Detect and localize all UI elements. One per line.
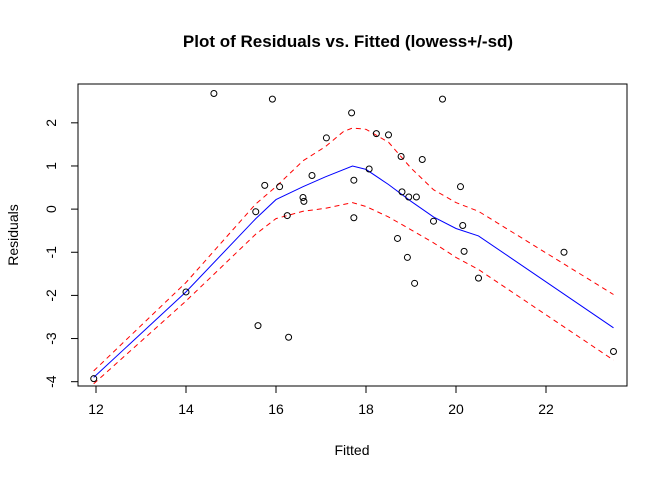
x-tick-label: 18 — [358, 401, 374, 417]
residual-point — [308, 171, 316, 179]
x-tick-label: 12 — [88, 401, 104, 417]
residual-point — [405, 193, 413, 201]
residual-point — [254, 322, 262, 330]
residual-point — [457, 183, 464, 191]
x-tick-label: 20 — [448, 401, 464, 417]
y-axis-label: Residuals — [5, 204, 21, 265]
x-tick-label: 16 — [268, 401, 284, 417]
residual-point — [411, 279, 419, 287]
residual-point — [300, 197, 308, 205]
residual-point — [475, 274, 482, 282]
residual-point — [365, 165, 373, 173]
y-tick-label: -2 — [43, 289, 59, 302]
residual-point — [439, 95, 446, 103]
plot-frame — [77, 83, 628, 387]
residual-point — [268, 95, 276, 103]
y-tick-label: -4 — [43, 375, 59, 388]
lower-sd-band-line — [93, 202, 614, 385]
residual-point — [210, 89, 218, 97]
y-tick-label: -1 — [43, 246, 59, 259]
series-layer — [90, 89, 617, 385]
residual-point — [372, 130, 380, 138]
y-axis: -4 -3 -2 -1 0 1 2 — [43, 119, 79, 388]
y-tick-label: -3 — [43, 332, 59, 345]
residual-point — [418, 156, 426, 163]
residual-point — [90, 375, 98, 383]
residual-point — [398, 188, 406, 196]
residual-point — [560, 248, 568, 256]
residual-point — [350, 176, 358, 184]
residual-point — [459, 222, 467, 230]
residual-point — [261, 181, 269, 189]
residual-point — [283, 212, 291, 220]
residual-point — [460, 247, 468, 255]
y-tick-label: 0 — [43, 205, 59, 213]
residual-point — [348, 109, 356, 117]
residual-point — [397, 152, 405, 160]
lowess-line — [93, 165, 614, 378]
upper-sd-band-line — [93, 127, 614, 372]
chart-title: Plot of Residuals vs. Fitted (lowess+/-s… — [183, 32, 513, 51]
residual-point — [350, 214, 358, 222]
residual-point — [322, 134, 330, 142]
x-axis-label: Fitted — [334, 442, 369, 458]
residual-point — [252, 208, 260, 216]
residual-point — [394, 234, 401, 242]
residual-point — [285, 333, 293, 341]
residual-point — [385, 131, 392, 139]
residual-point — [430, 217, 437, 225]
residual-point — [610, 347, 617, 355]
residual-point — [276, 183, 284, 191]
residual-point — [299, 193, 307, 201]
residual-point — [182, 288, 190, 296]
x-axis: 12 14 16 18 20 22 — [88, 385, 554, 417]
x-tick-label: 22 — [538, 401, 554, 417]
y-tick-label: 2 — [43, 119, 59, 127]
residual-point — [412, 193, 420, 201]
y-tick-label: 1 — [43, 162, 59, 170]
x-tick-label: 14 — [178, 401, 194, 417]
residual-point — [403, 253, 411, 261]
